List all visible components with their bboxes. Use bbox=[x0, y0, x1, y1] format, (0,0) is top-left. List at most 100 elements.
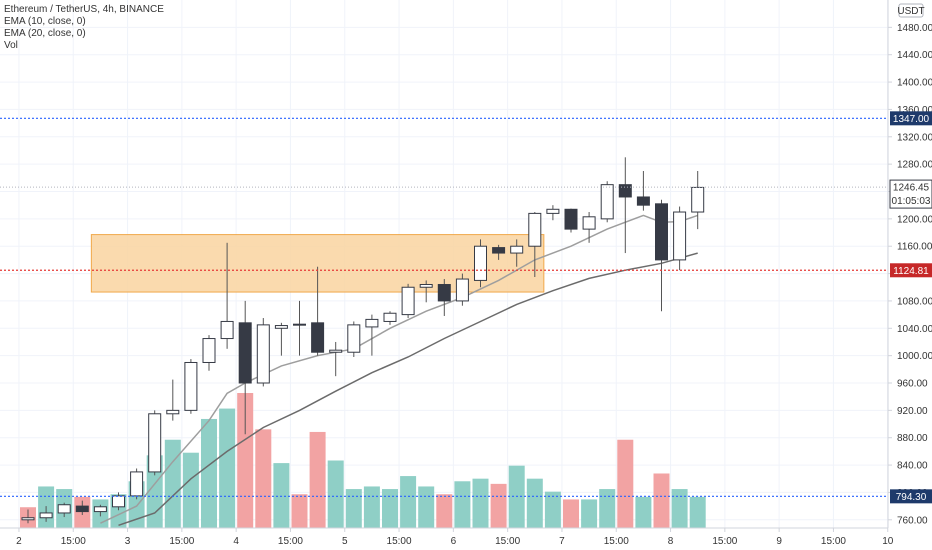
candle-body bbox=[130, 471, 144, 497]
time-axis-label: 6 bbox=[451, 536, 457, 547]
line-label-red: 1124.81 bbox=[893, 266, 929, 277]
volume-bar bbox=[363, 486, 380, 528]
time-axis-label: 15:00 bbox=[604, 536, 629, 547]
price-axis-label: 1280.00 bbox=[897, 160, 932, 171]
candle-body bbox=[582, 216, 596, 230]
time-axis-label: 2 bbox=[16, 536, 22, 547]
volume-bar bbox=[689, 496, 706, 528]
volume-bar bbox=[382, 489, 398, 528]
price-axis-label: 840.00 bbox=[897, 461, 928, 472]
volume-bar bbox=[418, 486, 435, 528]
volume-bar bbox=[164, 439, 181, 528]
price-axis-label: 1160.00 bbox=[897, 242, 932, 253]
time-axis-label: 9 bbox=[776, 536, 782, 547]
legend-vol[interactable]: Vol bbox=[4, 40, 18, 51]
candle-countdown: 01:05:03 bbox=[892, 196, 931, 207]
line-label-red-bg bbox=[890, 263, 932, 278]
time-axis-panel bbox=[0, 528, 888, 550]
candle-body bbox=[293, 323, 306, 326]
line-label-blue-bg bbox=[890, 489, 932, 504]
line-label-blue: 794.30 bbox=[896, 492, 927, 503]
current-price-label-bg bbox=[889, 179, 932, 209]
volume-bar bbox=[345, 489, 362, 528]
volume-bar bbox=[617, 439, 634, 528]
currency-label: USDT bbox=[897, 6, 924, 17]
candle-body bbox=[546, 208, 560, 214]
candle-body bbox=[618, 184, 632, 198]
time-axis-label: 7 bbox=[559, 536, 565, 547]
volume-bar bbox=[309, 431, 326, 528]
volume-bar bbox=[490, 483, 507, 528]
candle-body bbox=[401, 286, 415, 316]
price-axis-label: 920.00 bbox=[897, 406, 928, 417]
time-axis-label: 15:00 bbox=[387, 536, 412, 547]
candle-body bbox=[655, 203, 668, 261]
candle-body bbox=[238, 322, 252, 384]
volume-bar bbox=[454, 481, 471, 528]
price-axis-label: 1360.00 bbox=[897, 105, 932, 116]
volume-bar bbox=[599, 489, 616, 528]
time-axis-label: 15:00 bbox=[712, 536, 737, 547]
legend-ema10[interactable]: EMA (10, close, 0) bbox=[4, 16, 86, 27]
ema20-line bbox=[118, 252, 698, 527]
volume-bar bbox=[237, 393, 254, 528]
candle-body bbox=[347, 324, 361, 353]
price-axis-label: 1080.00 bbox=[897, 296, 932, 307]
candle-body bbox=[492, 247, 506, 254]
time-axis-label: 8 bbox=[668, 536, 674, 547]
current-price-label: 1246.45 bbox=[893, 183, 930, 194]
candle-body bbox=[21, 517, 35, 521]
candle-body bbox=[383, 312, 397, 322]
time-axis-label: 15:00 bbox=[495, 536, 520, 547]
candle-body bbox=[274, 325, 288, 329]
chart-legend: Ethereum / TetherUS, 4h, BINANCE EMA (10… bbox=[4, 4, 164, 52]
candle-body bbox=[419, 284, 433, 288]
candle-body bbox=[329, 349, 343, 353]
candle-body bbox=[673, 211, 687, 261]
volume-bar bbox=[436, 494, 453, 528]
candle-body bbox=[148, 413, 162, 473]
volume-bar bbox=[581, 499, 598, 528]
price-axis-label: 1000.00 bbox=[897, 351, 932, 362]
price-axis-label: 760.00 bbox=[897, 515, 928, 526]
candle-body bbox=[437, 284, 451, 302]
time-axis-label: 15:00 bbox=[278, 536, 303, 547]
volume-bar bbox=[472, 478, 489, 528]
candle-body bbox=[600, 184, 614, 220]
volume-bar bbox=[219, 408, 236, 528]
volume-bar bbox=[291, 494, 308, 528]
candle-body bbox=[39, 512, 53, 519]
time-axis-label: 4 bbox=[233, 536, 239, 547]
candle-body bbox=[57, 504, 71, 514]
price-axis-label: 1480.00 bbox=[897, 23, 932, 34]
candle-body bbox=[528, 212, 542, 247]
price-axis-label: 880.00 bbox=[897, 433, 928, 444]
price-axis-label: 960.00 bbox=[897, 379, 928, 390]
time-axis-label: 10 bbox=[882, 536, 894, 547]
line-label-blue: 1347.00 bbox=[893, 114, 930, 125]
volume-bar bbox=[201, 418, 217, 528]
volume-bar bbox=[182, 452, 199, 528]
volume-bar bbox=[255, 429, 272, 528]
candle-body bbox=[75, 505, 89, 513]
time-axis-label: 15:00 bbox=[821, 536, 846, 547]
candle-body bbox=[455, 278, 469, 302]
candle-body bbox=[112, 495, 125, 508]
candle-body bbox=[184, 361, 198, 411]
volume-bar bbox=[544, 491, 561, 528]
candle-body bbox=[220, 320, 234, 340]
line-label-blue-bg bbox=[890, 111, 932, 126]
candle-body bbox=[365, 318, 379, 328]
time-axis-label: 15:00 bbox=[61, 536, 86, 547]
legend-symbol[interactable]: Ethereum / TetherUS, 4h, BINANCE bbox=[4, 4, 164, 15]
candle-body bbox=[202, 338, 216, 363]
price-axis-label: 1040.00 bbox=[897, 324, 932, 335]
candle-body bbox=[636, 196, 650, 206]
volume-bar bbox=[563, 499, 579, 528]
candle-body bbox=[93, 506, 107, 513]
time-axis-label: 3 bbox=[125, 536, 131, 547]
price-axis-label: 1200.00 bbox=[897, 214, 932, 225]
price-axis-label: 1440.00 bbox=[897, 50, 932, 61]
legend-ema20[interactable]: EMA (20, close, 0) bbox=[4, 28, 86, 39]
